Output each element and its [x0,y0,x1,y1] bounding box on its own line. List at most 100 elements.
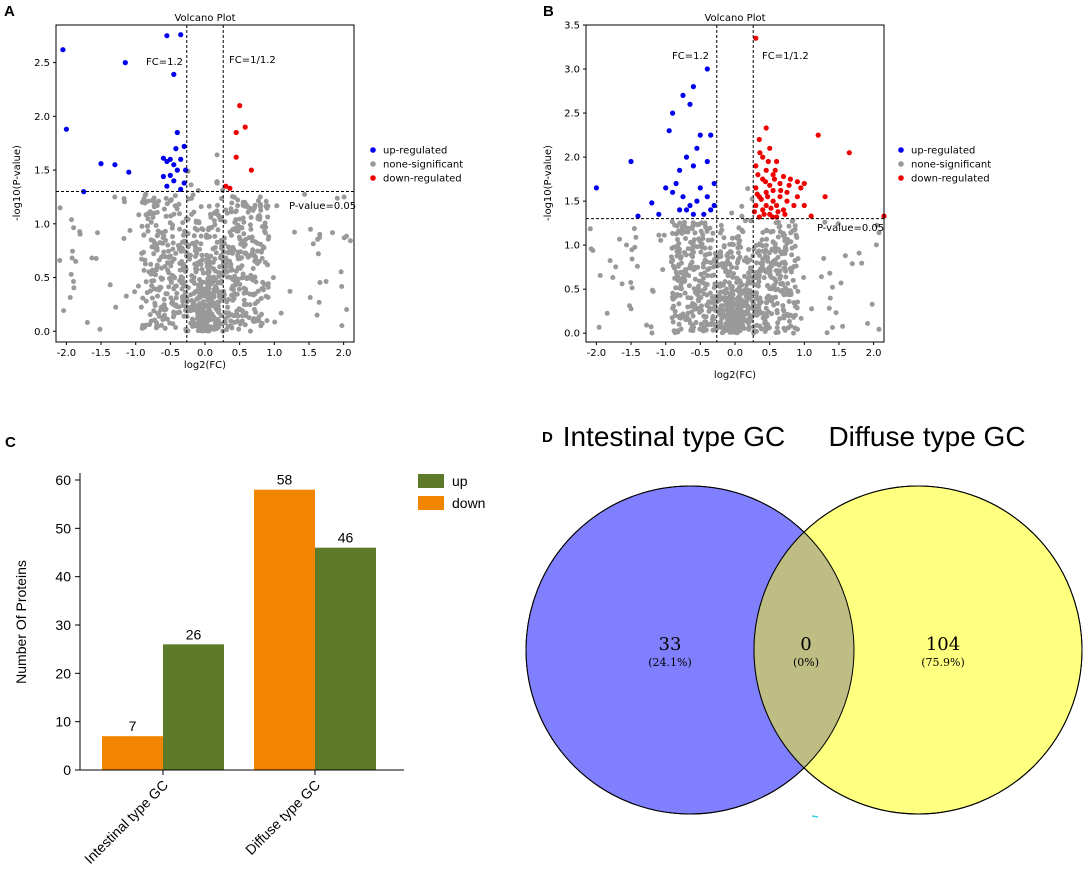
nonsig-point [753,290,759,296]
nonsig-point [160,253,165,259]
nonsig-point [733,328,739,333]
nonsig-point [774,310,780,316]
bar-y-tick-label: 20 [55,665,71,681]
nonsig-point [682,290,688,296]
nonsig-point [785,325,791,331]
nonsig-point [84,320,90,325]
nonsig-point [782,236,788,242]
nonsig-point [774,325,780,331]
up-regulated-point [164,183,170,189]
nonsig-point [668,259,674,265]
nonsig-point [702,281,708,287]
nonsig-point [736,250,741,256]
nonsig-point [177,267,183,273]
up-regulated-point [690,211,697,217]
nonsig-point [713,263,719,269]
nonsig-point [141,232,147,238]
nonsig-point [164,291,170,297]
nonsig-point [682,279,687,284]
nonsig-point [737,307,743,313]
nonsig-point [229,232,234,238]
up-regulated-point [628,158,634,165]
nonsig-point [786,318,792,324]
nonsig-point [767,250,772,256]
nonsig-point [763,242,769,248]
nonsig-point [736,285,742,291]
nonsig-point [228,318,234,324]
nonsig-point [148,261,154,267]
nonsig-point [189,211,195,217]
nonsig-point [678,326,684,332]
nonsig-point [718,249,723,255]
nonsig-point [237,265,243,271]
down-regulated-point [248,167,254,173]
nonsig-point [686,283,692,289]
panel-a-letter: A [4,3,15,20]
nonsig-point [768,274,774,280]
nonsig-point [256,314,262,319]
nonsig-point [230,194,235,200]
nonsig-point [677,220,683,226]
up-regulated-point [687,202,693,209]
nonsig-point [674,253,680,259]
up-regulated-point [171,162,177,168]
nonsig-point [241,231,247,237]
nonsig-point [678,269,684,275]
up-regulated-point [694,145,700,151]
nonsig-point [775,261,781,267]
nonsig-point [204,287,210,293]
y-tick-label: 2.5 [564,109,580,120]
nonsig-point [211,218,217,224]
nonsig-point [338,269,344,275]
up-regulated-point [690,84,697,90]
nonsig-point [307,295,313,300]
legend-label: up-regulated [911,146,975,157]
nonsig-point [753,309,759,314]
nonsig-point [205,276,211,282]
nonsig-point [253,279,259,285]
nonsig-point [168,279,174,284]
nonsig-point [180,303,186,308]
nonsig-point [153,245,158,251]
nonsig-point [73,258,79,264]
legend-swatch [370,147,376,153]
nonsig-point [199,266,205,272]
nonsig-point [648,324,654,330]
nonsig-point [161,233,167,239]
nonsig-point [216,270,222,276]
bar-value-label: 46 [338,530,354,546]
nonsig-point [787,266,793,272]
nonsig-point [141,267,147,273]
up-regulated-point [708,207,714,213]
nonsig-point [724,316,730,322]
nonsig-point [244,275,250,281]
nonsig-point [160,303,166,309]
nonsig-point [698,271,704,277]
nonsig-point [217,299,222,304]
nonsig-point [703,327,709,333]
nonsig-point [743,255,749,261]
nonsig-point [292,229,297,235]
nonsig-point [756,299,762,305]
nonsig-point [830,284,835,290]
nonsig-point [315,236,321,242]
bar-legend-swatch [418,496,444,510]
y-tick-label: 3.0 [564,65,580,76]
nonsig-point [143,279,149,285]
nonsig-point [214,326,219,332]
nonsig-point [260,244,266,250]
nonsig-point [171,211,177,217]
nonsig-point [231,295,237,301]
nonsig-point [777,276,783,282]
nonsig-point [160,317,166,323]
nonsig-point [265,214,271,220]
panel-b: B Volcano Plot FC=1.2 FC=1/1.2 P-value=0… [543,3,991,381]
down-regulated-point [763,167,769,173]
nonsig-point [694,244,700,250]
nonsig-point [192,243,198,249]
bar-x-tick-label: Diffuse type GC [242,777,323,858]
nonsig-point [224,274,230,280]
down-regulated-point [772,167,778,173]
venn-percent-overlap: (0%) [793,656,819,669]
nonsig-point [61,308,67,314]
